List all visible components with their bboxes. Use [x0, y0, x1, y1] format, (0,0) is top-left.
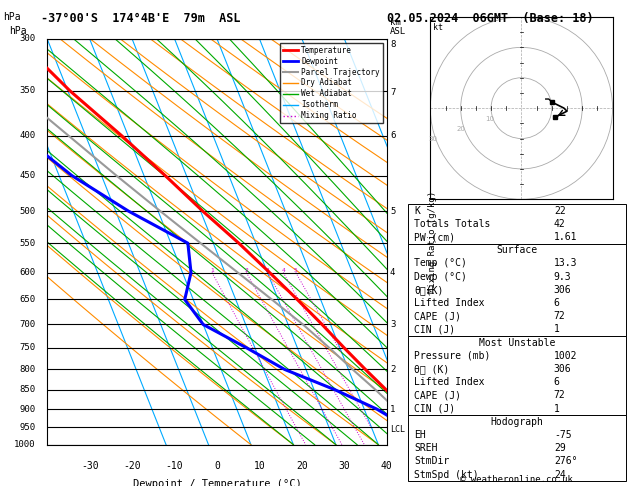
- Bar: [408, 415, 626, 481]
- Text: 950: 950: [19, 423, 35, 432]
- Text: km
ASL: km ASL: [390, 18, 406, 36]
- Text: 7: 7: [390, 88, 396, 97]
- Text: 4: 4: [281, 267, 285, 273]
- Text: 1.61: 1.61: [554, 232, 577, 242]
- Text: PW (cm): PW (cm): [414, 232, 455, 242]
- Text: 1002: 1002: [554, 351, 577, 361]
- Text: 850: 850: [19, 385, 35, 395]
- Text: Temp (°C): Temp (°C): [414, 259, 467, 268]
- Text: CAPE (J): CAPE (J): [414, 390, 461, 400]
- Text: 650: 650: [19, 295, 35, 304]
- Text: Surface: Surface: [496, 245, 537, 255]
- Text: StmDir: StmDir: [414, 456, 449, 467]
- Text: θᴇ (K): θᴇ (K): [414, 364, 449, 374]
- Text: 29: 29: [554, 443, 565, 453]
- Text: 20: 20: [457, 126, 465, 132]
- Text: -10: -10: [165, 461, 184, 471]
- Text: -30: -30: [81, 461, 99, 471]
- Text: -20: -20: [123, 461, 141, 471]
- Text: StmSpd (kt): StmSpd (kt): [414, 469, 479, 480]
- Text: 20: 20: [296, 461, 308, 471]
- Text: © weatheronline.co.uk: © weatheronline.co.uk: [460, 474, 573, 484]
- Text: hPa: hPa: [3, 12, 21, 22]
- Text: Dewpoint / Temperature (°C): Dewpoint / Temperature (°C): [133, 479, 301, 486]
- Text: 6: 6: [554, 298, 560, 308]
- Text: 3: 3: [266, 267, 270, 273]
- Text: 10: 10: [253, 461, 265, 471]
- Text: 30: 30: [338, 461, 350, 471]
- Text: 1: 1: [554, 403, 560, 414]
- Bar: [408, 336, 626, 415]
- Text: 2: 2: [245, 267, 248, 273]
- Text: kt: kt: [433, 23, 443, 32]
- Text: Mixing Ratio (g/kg): Mixing Ratio (g/kg): [428, 191, 437, 293]
- Text: LCL: LCL: [390, 425, 405, 434]
- Text: hPa: hPa: [9, 26, 27, 36]
- Text: 9.3: 9.3: [554, 272, 572, 282]
- Text: 30: 30: [428, 136, 437, 142]
- Text: Dewp (°C): Dewp (°C): [414, 272, 467, 282]
- Text: 6: 6: [554, 377, 560, 387]
- Text: K: K: [414, 206, 420, 216]
- Text: Lifted Index: Lifted Index: [414, 377, 484, 387]
- Text: 300: 300: [19, 35, 35, 43]
- Text: 800: 800: [19, 365, 35, 374]
- Text: 02.05.2024  06GMT  (Base: 18): 02.05.2024 06GMT (Base: 18): [387, 12, 593, 25]
- Text: 306: 306: [554, 364, 572, 374]
- Text: 72: 72: [554, 390, 565, 400]
- Text: Hodograph: Hodograph: [490, 417, 543, 427]
- Text: 1: 1: [554, 325, 560, 334]
- Text: 5: 5: [294, 267, 298, 273]
- Text: 40: 40: [381, 461, 392, 471]
- Text: 6: 6: [390, 131, 396, 140]
- Text: 10: 10: [486, 116, 494, 122]
- Text: CIN (J): CIN (J): [414, 325, 455, 334]
- Text: 42: 42: [554, 219, 565, 229]
- Text: 3: 3: [390, 320, 396, 329]
- Text: 276°: 276°: [554, 456, 577, 467]
- Text: 700: 700: [19, 320, 35, 329]
- Text: Most Unstable: Most Unstable: [479, 338, 555, 347]
- Text: 13.3: 13.3: [554, 259, 577, 268]
- Text: Totals Totals: Totals Totals: [414, 219, 491, 229]
- Text: 400: 400: [19, 131, 35, 140]
- Text: 5: 5: [390, 207, 396, 216]
- Text: 306: 306: [554, 285, 572, 295]
- Text: EH: EH: [414, 430, 426, 440]
- Bar: [408, 204, 626, 243]
- Text: 22: 22: [554, 206, 565, 216]
- Text: 550: 550: [19, 239, 35, 248]
- Text: Lifted Index: Lifted Index: [414, 298, 484, 308]
- Text: 1000: 1000: [14, 440, 35, 449]
- Text: 450: 450: [19, 171, 35, 180]
- Text: -37°00'S  174°4B'E  79m  ASL: -37°00'S 174°4B'E 79m ASL: [41, 12, 240, 25]
- Text: 900: 900: [19, 405, 35, 414]
- Bar: [408, 243, 626, 336]
- Text: 1: 1: [210, 267, 214, 273]
- Text: 2: 2: [390, 365, 396, 374]
- Text: 8: 8: [390, 40, 396, 49]
- Text: 72: 72: [554, 311, 565, 321]
- Text: 750: 750: [19, 343, 35, 352]
- Text: 0: 0: [214, 461, 220, 471]
- Text: θᴇ(K): θᴇ(K): [414, 285, 443, 295]
- Text: -75: -75: [554, 430, 572, 440]
- Text: SREH: SREH: [414, 443, 438, 453]
- Text: Pressure (mb): Pressure (mb): [414, 351, 491, 361]
- Text: CIN (J): CIN (J): [414, 403, 455, 414]
- Text: 600: 600: [19, 268, 35, 277]
- Text: CAPE (J): CAPE (J): [414, 311, 461, 321]
- Text: 4: 4: [390, 268, 396, 277]
- Text: 500: 500: [19, 207, 35, 216]
- Legend: Temperature, Dewpoint, Parcel Trajectory, Dry Adiabat, Wet Adiabat, Isotherm, Mi: Temperature, Dewpoint, Parcel Trajectory…: [280, 43, 383, 123]
- Text: 1: 1: [390, 405, 396, 414]
- Text: 350: 350: [19, 87, 35, 95]
- Text: 24: 24: [554, 469, 565, 480]
